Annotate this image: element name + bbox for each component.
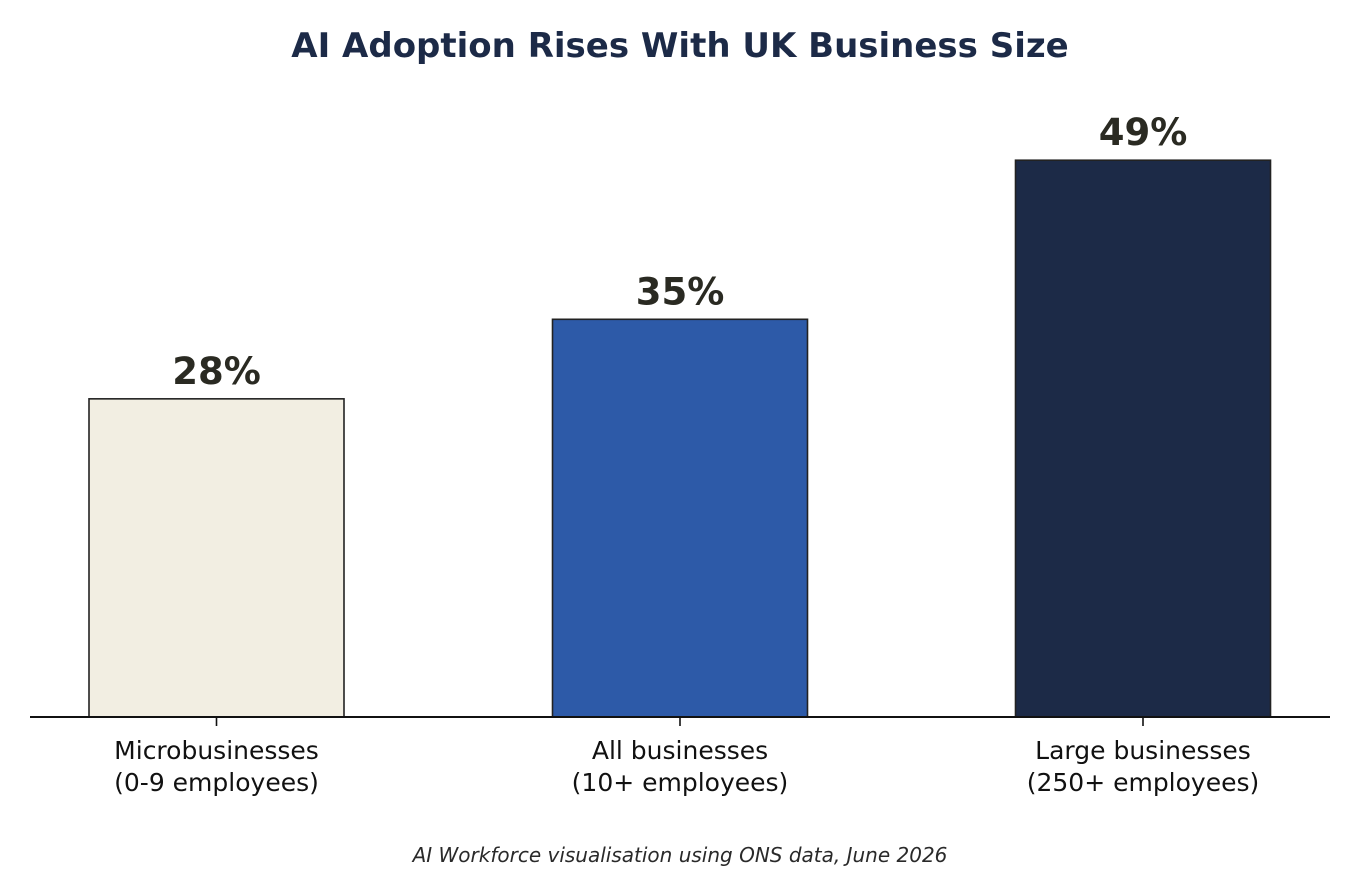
x-tick-label-line: All businesses bbox=[592, 736, 768, 765]
x-tick-label-line: (250+ employees) bbox=[1027, 768, 1260, 797]
x-tick-label-line: Microbusinesses bbox=[114, 736, 319, 765]
bar-2 bbox=[551, 318, 809, 718]
x-tick-label-3: Large businesses (250+ employees) bbox=[1027, 736, 1260, 797]
x-tick-label-2: All businesses (10+ employees) bbox=[572, 736, 789, 797]
x-axis: Microbusinesses (0-9 employees) All busine… bbox=[30, 716, 1330, 797]
x-tick-label-line: (10+ employees) bbox=[572, 768, 789, 797]
value-label-2: 35% bbox=[636, 270, 725, 313]
bars-group: 28% 35% 49% bbox=[88, 111, 1272, 718]
value-label-3: 49% bbox=[1099, 111, 1188, 154]
source-note: AI Workforce visualisation using ONS dat… bbox=[411, 843, 948, 867]
x-tick-label-line: (0-9 employees) bbox=[114, 768, 319, 797]
bar-1 bbox=[88, 398, 345, 718]
x-tick-label-1: Microbusinesses (0-9 employees) bbox=[114, 736, 319, 797]
bar-3 bbox=[1014, 159, 1272, 718]
chart-title: AI Adoption Rises With UK Business Size bbox=[291, 26, 1068, 66]
value-label-1: 28% bbox=[172, 350, 261, 393]
x-tick-label-line: Large businesses bbox=[1035, 736, 1251, 765]
